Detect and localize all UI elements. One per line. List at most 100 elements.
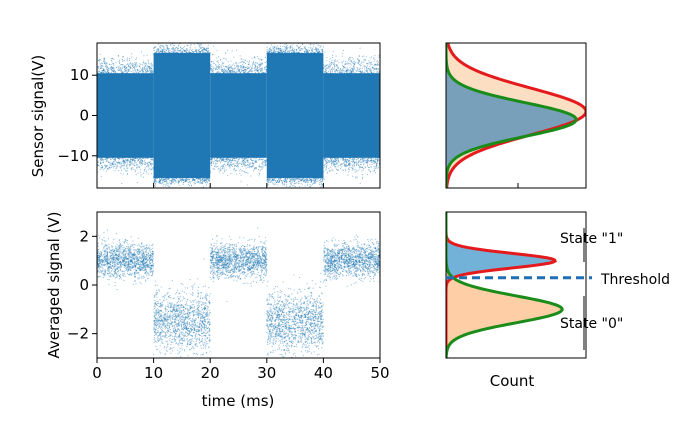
- sensor-signal-point: [262, 164, 264, 166]
- sensor-signal-point: [337, 67, 339, 69]
- averaged-signal-point: [109, 276, 111, 278]
- sensor-signal-point: [340, 163, 342, 165]
- averaged-signal-point: [149, 262, 151, 264]
- sensor-signal-point: [149, 72, 151, 74]
- sensor-signal-point: [202, 178, 204, 180]
- averaged-signal-point: [125, 262, 128, 264]
- sensor-signal-point: [271, 181, 273, 183]
- sensor-signal-point: [340, 168, 342, 170]
- sensor-signal-point: [359, 161, 361, 163]
- sensor-signal-point: [338, 160, 340, 162]
- sensor-signal-point: [337, 162, 339, 164]
- sensor-signal-point: [376, 156, 378, 158]
- sensor-signal-point: [286, 43, 288, 45]
- sensor-signal-point: [275, 46, 277, 49]
- sensor-signal-point: [315, 180, 317, 182]
- sensor-signal-point: [202, 177, 204, 179]
- averaged-signal-point: [142, 267, 144, 269]
- sensor-signal-point: [294, 179, 296, 182]
- sensor-signal-point: [329, 170, 331, 172]
- sensor-signal-point: [203, 49, 205, 51]
- sensor-signal-point: [338, 62, 340, 64]
- sensor-signal-point: [372, 67, 374, 69]
- sensor-signal-point: [125, 68, 127, 70]
- sensor-signal-point: [232, 155, 235, 157]
- sensor-signal-point: [102, 159, 104, 161]
- sensor-signal-point: [242, 161, 245, 163]
- sensor-signal-point: [212, 60, 214, 62]
- sensor-signal-point: [100, 161, 102, 163]
- sensor-signal-point: [323, 64, 325, 66]
- sensor-signal-point: [220, 158, 222, 160]
- sensor-signal-point: [241, 166, 243, 168]
- sensor-signal-point: [228, 158, 230, 160]
- sensor-signal-point: [147, 66, 149, 68]
- sensor-signal-point: [321, 49, 323, 51]
- averaged-signal-point: [142, 260, 144, 262]
- sensor-signal-point: [274, 182, 276, 184]
- sensor-signal-point: [319, 175, 322, 177]
- sensor-signal-point: [261, 168, 263, 170]
- sensor-signal-point: [150, 64, 152, 66]
- averaged-signal-point: [105, 240, 107, 242]
- sensor-signal-point: [133, 72, 135, 74]
- sensor-signal-point: [276, 175, 278, 177]
- sensor-signal-point: [127, 173, 129, 175]
- sensor-signal-point: [162, 54, 164, 56]
- sensor-signal-point: [264, 160, 266, 162]
- sensor-signal-point: [106, 71, 109, 73]
- sensor-signal-point: [247, 157, 249, 159]
- sensor-signal-point: [176, 46, 178, 48]
- sensor-signal-point: [216, 159, 218, 161]
- sensor-signal-point: [125, 164, 128, 166]
- sensor-signal-point: [120, 164, 122, 166]
- sensor-signal-point: [182, 176, 184, 178]
- sensor-signal-point: [270, 180, 272, 182]
- sensor-signal-point: [361, 158, 363, 160]
- sensor-signal-point: [182, 183, 184, 186]
- sensor-signal-point: [135, 63, 137, 65]
- sensor-signal-point: [329, 64, 331, 66]
- sensor-signal-point: [106, 164, 108, 166]
- sensor-signal-point: [251, 63, 253, 65]
- sensor-signal-point: [111, 59, 113, 62]
- sensor-signal-point: [294, 51, 296, 53]
- sensor-signal-point: [154, 54, 156, 56]
- sensor-signal-point: [116, 164, 118, 166]
- sensor-signal-point: [216, 163, 218, 165]
- sensor-signal-point: [183, 176, 185, 178]
- sensor-signal-point: [317, 44, 319, 46]
- sensor-signal-point: [329, 161, 331, 163]
- sensor-signal-point: [264, 165, 266, 167]
- sensor-signal-point: [115, 167, 117, 169]
- sensor-signal-point: [201, 49, 203, 51]
- sensor-signal-point: [244, 61, 246, 64]
- averaged-signal-point: [123, 271, 125, 273]
- averaged-signal-point: [107, 251, 109, 253]
- sensor-signal-point: [345, 164, 348, 166]
- sensor-signal-point: [226, 157, 228, 159]
- sensor-signal-point: [253, 63, 255, 65]
- sensor-signal-point: [278, 179, 280, 181]
- sensor-signal-point: [245, 72, 247, 74]
- sensor-signal-point: [104, 167, 106, 170]
- sensor-signal-point: [223, 65, 225, 67]
- sensor-signal-point: [223, 159, 225, 161]
- sensor-signal-point: [138, 72, 140, 74]
- sensor-signal-point: [129, 63, 131, 65]
- y-tick-label: −10: [57, 147, 89, 165]
- averaged-signal-point: [125, 266, 127, 268]
- sensor-signal-point: [230, 65, 232, 68]
- sensor-signal-point: [345, 70, 347, 72]
- sensor-signal-point: [233, 168, 235, 170]
- sensor-signal-point: [122, 173, 124, 175]
- sensor-signal-point: [210, 68, 213, 70]
- sensor-signal-point: [189, 182, 191, 184]
- averaged-signal-point: [148, 246, 150, 248]
- sensor-signal-point: [349, 72, 351, 74]
- sensor-signal-point: [251, 72, 253, 74]
- sensor-signal-point: [366, 66, 368, 68]
- sensor-signal-point: [110, 164, 112, 166]
- sensor-signal-point: [256, 70, 258, 72]
- sensor-signal-point: [159, 183, 161, 185]
